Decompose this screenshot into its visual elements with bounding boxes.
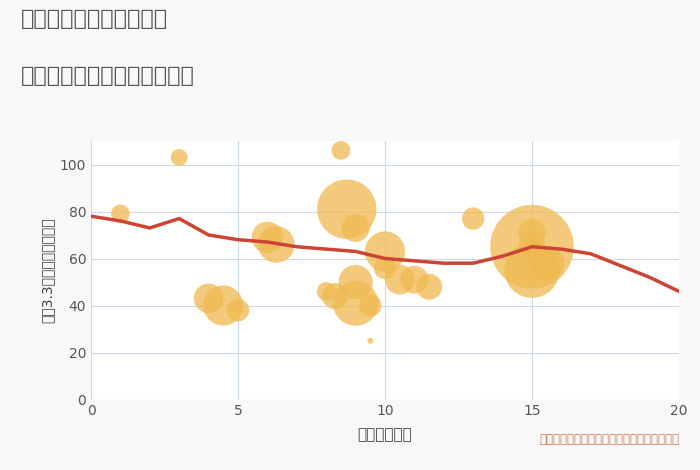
Point <box>424 283 435 290</box>
Point <box>526 241 538 248</box>
Text: 駅距離別中古マンション価格: 駅距離別中古マンション価格 <box>21 66 195 86</box>
Point <box>321 288 332 295</box>
Point <box>379 248 391 255</box>
Text: 三重県四日市市羽津町の: 三重県四日市市羽津町の <box>21 9 168 30</box>
Point <box>350 278 361 286</box>
Point <box>365 337 376 345</box>
Point <box>218 302 229 309</box>
Point <box>115 210 126 218</box>
Point <box>341 205 352 213</box>
Y-axis label: 坪（3.3㎡）単価（万円）: 坪（3.3㎡）単価（万円） <box>40 218 54 323</box>
X-axis label: 駅距離（分）: 駅距離（分） <box>358 427 412 442</box>
Point <box>526 229 538 236</box>
Text: 円の大きさは、取引のあった物件面積を示す: 円の大きさは、取引のあった物件面積を示す <box>539 433 679 446</box>
Point <box>262 234 273 241</box>
Point <box>330 292 341 300</box>
Point <box>335 147 346 154</box>
Point <box>174 154 185 161</box>
Point <box>365 302 376 309</box>
Point <box>379 264 391 272</box>
Point <box>409 276 420 283</box>
Point <box>541 259 552 267</box>
Point <box>394 276 405 283</box>
Point <box>203 295 214 302</box>
Point <box>526 243 538 251</box>
Point <box>526 266 538 274</box>
Point <box>271 241 282 248</box>
Point <box>468 215 479 222</box>
Point <box>350 299 361 307</box>
Point <box>350 224 361 232</box>
Point <box>232 306 244 314</box>
